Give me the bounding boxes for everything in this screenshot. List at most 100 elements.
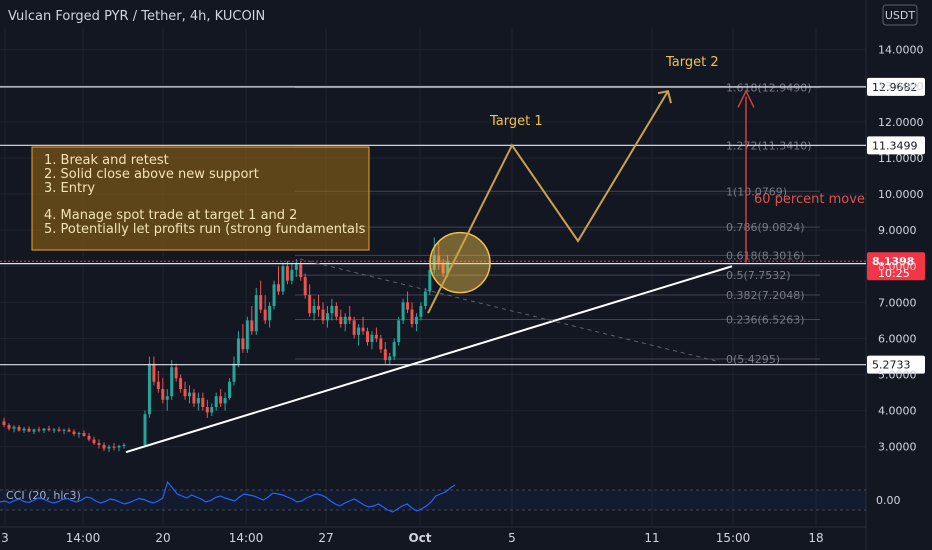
candle-body[interactable] bbox=[219, 396, 223, 404]
candle-body[interactable] bbox=[232, 363, 236, 382]
candle-body[interactable] bbox=[27, 428, 31, 432]
candle-body[interactable] bbox=[22, 428, 26, 431]
currency-badge[interactable] bbox=[882, 4, 918, 26]
candle-body[interactable] bbox=[174, 367, 178, 379]
candle-body[interactable] bbox=[419, 305, 423, 317]
candle-body[interactable] bbox=[42, 428, 46, 431]
candle-body[interactable] bbox=[47, 428, 51, 431]
candle-body[interactable] bbox=[107, 446, 111, 449]
candle-body[interactable] bbox=[325, 313, 329, 321]
candle-body[interactable] bbox=[17, 426, 21, 431]
candle-body[interactable] bbox=[361, 327, 365, 332]
candle-body[interactable] bbox=[77, 433, 81, 435]
candle-body[interactable] bbox=[241, 338, 245, 350]
candle-body[interactable] bbox=[245, 320, 249, 350]
price-axis[interactable]: USDT 3.0000 4.0000 5.0000 6.0000 7.0000 8.000… bbox=[878, 4, 924, 454]
candle-body[interactable] bbox=[37, 429, 41, 431]
candle-body[interactable] bbox=[277, 284, 280, 292]
candle-body[interactable] bbox=[308, 295, 312, 314]
candle-body[interactable] bbox=[117, 446, 121, 448]
candle-body[interactable] bbox=[401, 302, 405, 321]
candle-body[interactable] bbox=[410, 309, 414, 324]
candle-body[interactable] bbox=[299, 264, 303, 278]
candle-body[interactable] bbox=[428, 269, 432, 292]
candle-body[interactable] bbox=[388, 356, 392, 361]
candle-body[interactable] bbox=[170, 367, 174, 397]
candle-body[interactable] bbox=[122, 444, 126, 447]
candle-body[interactable] bbox=[87, 435, 91, 440]
candle-body[interactable] bbox=[82, 433, 86, 436]
candle-body[interactable] bbox=[32, 429, 36, 432]
candle-body[interactable] bbox=[228, 381, 232, 398]
candle-body[interactable] bbox=[254, 295, 258, 332]
candle-body[interactable] bbox=[52, 429, 56, 431]
candle-body[interactable] bbox=[12, 426, 16, 429]
candles[interactable] bbox=[2, 237, 450, 453]
candle-body[interactable] bbox=[406, 302, 410, 310]
candle-body[interactable] bbox=[92, 439, 96, 444]
candle-body[interactable] bbox=[192, 392, 196, 404]
candle-body[interactable] bbox=[343, 316, 347, 324]
candle-body[interactable] bbox=[294, 264, 298, 270]
candle-body[interactable] bbox=[366, 331, 369, 343]
candle-body[interactable] bbox=[97, 443, 101, 445]
candle-body[interactable] bbox=[250, 320, 254, 332]
candle-body[interactable] bbox=[102, 444, 106, 449]
candle-body[interactable] bbox=[272, 284, 276, 306]
candle-body[interactable] bbox=[143, 414, 147, 445]
candle-body[interactable] bbox=[259, 295, 263, 310]
candle-body[interactable] bbox=[57, 429, 61, 431]
candle-body[interactable] bbox=[446, 261, 450, 274]
candle-body[interactable] bbox=[179, 378, 183, 389]
candle-body[interactable] bbox=[156, 381, 160, 389]
candle-body[interactable] bbox=[183, 388, 187, 397]
candle-body[interactable] bbox=[147, 363, 151, 415]
candle-body[interactable] bbox=[62, 429, 66, 431]
cci-panel: CCI (20, hlc3) 0.00 bbox=[0, 480, 901, 513]
candle-body[interactable] bbox=[161, 388, 165, 400]
candle-body[interactable] bbox=[334, 305, 338, 317]
candle-body[interactable] bbox=[370, 334, 374, 343]
candle-body[interactable] bbox=[303, 277, 307, 296]
candle-body[interactable] bbox=[268, 305, 272, 321]
candle-body[interactable] bbox=[437, 255, 441, 263]
candle-body[interactable] bbox=[383, 349, 387, 361]
candle-body[interactable] bbox=[339, 316, 343, 324]
candle-body[interactable] bbox=[352, 320, 356, 335]
candle-body[interactable] bbox=[281, 266, 285, 292]
candle-body[interactable] bbox=[330, 305, 334, 314]
candle-body[interactable] bbox=[205, 407, 209, 413]
candle-body[interactable] bbox=[379, 338, 383, 350]
candle-body[interactable] bbox=[397, 320, 401, 343]
candle-body[interactable] bbox=[263, 309, 267, 321]
candle-body[interactable] bbox=[188, 392, 191, 397]
candle-body[interactable] bbox=[317, 305, 321, 310]
candle-body[interactable] bbox=[423, 291, 427, 306]
candle-body[interactable] bbox=[321, 309, 325, 321]
candle-body[interactable] bbox=[312, 305, 316, 314]
candle-body[interactable] bbox=[214, 396, 218, 408]
candle-body[interactable] bbox=[152, 363, 156, 382]
candle-body[interactable] bbox=[432, 255, 436, 270]
candle-body[interactable] bbox=[223, 398, 227, 404]
candle-body[interactable] bbox=[290, 269, 294, 281]
candle-body[interactable] bbox=[285, 266, 289, 281]
candle-body[interactable] bbox=[196, 398, 200, 404]
candle-body[interactable] bbox=[210, 407, 214, 413]
candle-body[interactable] bbox=[357, 327, 361, 335]
candle-body[interactable] bbox=[112, 446, 116, 448]
candle-body[interactable] bbox=[67, 429, 71, 432]
candle-body[interactable] bbox=[374, 334, 378, 339]
candle-body[interactable] bbox=[392, 342, 396, 357]
candle-body[interactable] bbox=[7, 425, 11, 429]
candle-body[interactable] bbox=[2, 421, 6, 426]
candle-body[interactable] bbox=[441, 262, 445, 274]
candle-body[interactable] bbox=[72, 431, 76, 435]
candle-body[interactable] bbox=[165, 396, 169, 400]
candle-body[interactable] bbox=[236, 338, 240, 364]
time-axis[interactable]: 3 14:00 20 14:00 27 Oct 5 11 15:00 18 bbox=[1, 531, 823, 545]
candle-body[interactable] bbox=[348, 316, 352, 321]
candle-body[interactable] bbox=[414, 316, 418, 324]
candle-body[interactable] bbox=[201, 398, 205, 408]
